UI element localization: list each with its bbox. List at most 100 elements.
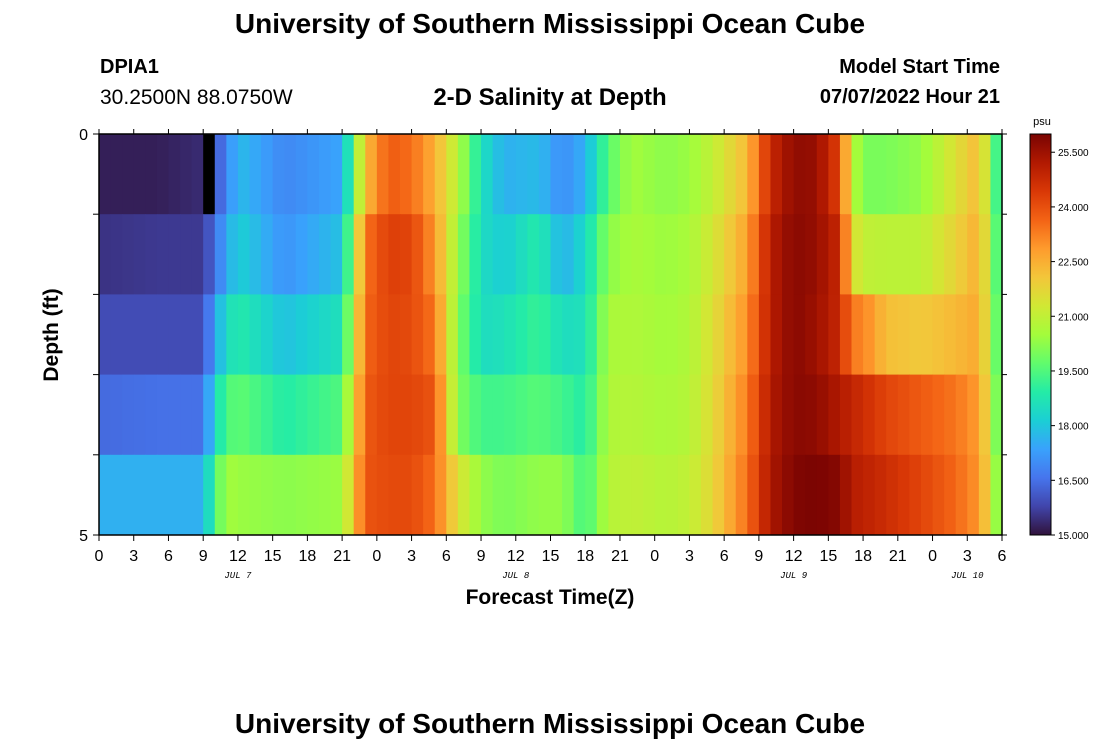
heatmap-cell bbox=[330, 214, 343, 295]
heatmap-cell bbox=[863, 454, 876, 536]
heatmap-cell bbox=[237, 294, 251, 375]
heatmap-cell bbox=[701, 214, 714, 295]
heatmap-cell bbox=[376, 374, 390, 456]
heatmap-cell bbox=[226, 214, 239, 295]
heatmap-cell bbox=[585, 214, 598, 295]
heatmap-cell bbox=[874, 294, 887, 375]
heatmap-cell bbox=[990, 294, 1003, 375]
heatmap-cell bbox=[944, 454, 957, 536]
heatmap-cell bbox=[897, 134, 910, 215]
heatmap-cell bbox=[330, 454, 343, 536]
heatmap-cell bbox=[619, 454, 633, 536]
heatmap-cell bbox=[585, 134, 598, 215]
heatmap-cell bbox=[365, 214, 378, 295]
heatmap-cell bbox=[226, 294, 239, 375]
heatmap-cell bbox=[180, 214, 193, 295]
heatmap-cell bbox=[203, 374, 216, 456]
heatmap-cell bbox=[504, 374, 517, 456]
heatmap-cell bbox=[816, 214, 829, 295]
heatmap-cell bbox=[203, 454, 216, 536]
heatmap-cell bbox=[481, 294, 494, 375]
heatmap-cell bbox=[168, 454, 181, 536]
heatmap-cell bbox=[284, 134, 297, 215]
heatmap-cell bbox=[226, 454, 239, 536]
heatmap-cell bbox=[955, 294, 968, 375]
heatmap-cell bbox=[538, 374, 552, 456]
heatmap-cell bbox=[99, 214, 112, 295]
heatmap-cell bbox=[608, 134, 621, 215]
heatmap-cell bbox=[237, 214, 251, 295]
heatmap-cell bbox=[261, 294, 274, 375]
heatmap-cell bbox=[758, 294, 772, 375]
heatmap-cell bbox=[573, 454, 586, 536]
heatmap-cell bbox=[515, 294, 528, 375]
heatmap-cell bbox=[654, 214, 667, 295]
x-tick-label: 18 bbox=[576, 548, 594, 565]
heatmap-cell bbox=[434, 134, 447, 215]
heatmap-cell bbox=[770, 134, 783, 215]
heatmap-cell bbox=[307, 214, 320, 295]
heatmap-cell bbox=[816, 374, 829, 456]
heatmap-cell bbox=[562, 134, 575, 215]
heatmap-cell bbox=[423, 214, 436, 295]
heatmap-cell bbox=[214, 374, 227, 456]
heatmap-cell bbox=[932, 294, 945, 375]
heatmap-cell bbox=[214, 214, 227, 295]
x-tick-label: 0 bbox=[95, 548, 104, 565]
heatmap-cell bbox=[677, 214, 691, 295]
heatmap-cell bbox=[191, 454, 204, 536]
heatmap-cell bbox=[538, 454, 552, 536]
heatmap-cell bbox=[110, 374, 123, 456]
y-tick-label: 0 bbox=[79, 127, 88, 144]
heatmap-cell bbox=[156, 374, 170, 456]
heatmap-cell bbox=[631, 134, 644, 215]
heatmap-cell bbox=[944, 134, 957, 215]
heatmap-cell bbox=[886, 294, 899, 375]
date-label: JUL 9 bbox=[780, 571, 808, 581]
heatmap-cell bbox=[770, 374, 783, 456]
heatmap-cell bbox=[677, 294, 691, 375]
x-tick-label: 15 bbox=[542, 548, 560, 565]
heatmap-cell bbox=[110, 134, 123, 215]
heatmap-cell bbox=[978, 294, 992, 375]
heatmap-cell bbox=[932, 134, 945, 215]
heatmap-cell bbox=[874, 214, 887, 295]
heatmap-cell bbox=[411, 214, 424, 295]
heatmap-cell bbox=[376, 214, 390, 295]
heatmap-cell bbox=[400, 454, 413, 536]
heatmap-cell bbox=[538, 214, 552, 295]
x-tick-label: 6 bbox=[164, 548, 173, 565]
heatmap-cell bbox=[457, 134, 471, 215]
x-tick-label: 0 bbox=[650, 548, 659, 565]
heatmap-cell bbox=[249, 214, 262, 295]
heatmap-cell bbox=[365, 134, 378, 215]
heatmap-cell bbox=[110, 214, 123, 295]
x-tick-label: 6 bbox=[442, 548, 451, 565]
heatmap-cell bbox=[504, 134, 517, 215]
heatmap-cell bbox=[990, 454, 1003, 536]
heatmap-cell bbox=[735, 134, 748, 215]
heatmap-cell bbox=[295, 294, 308, 375]
heatmap-cell bbox=[156, 454, 170, 536]
y-axis-label: Depth (ft) bbox=[40, 288, 63, 381]
masked-cell bbox=[203, 134, 216, 215]
heatmap-cell bbox=[596, 374, 609, 456]
heatmap-cell bbox=[110, 454, 123, 536]
heatmap-cell bbox=[712, 374, 725, 456]
heatmap-cell bbox=[214, 134, 227, 215]
heatmap-cell bbox=[608, 374, 621, 456]
heatmap-cell bbox=[724, 294, 737, 375]
heatmap-cell bbox=[550, 374, 563, 456]
heatmap-cell bbox=[110, 294, 123, 375]
heatmap-cell bbox=[376, 294, 390, 375]
station-id: DPIA1 bbox=[100, 56, 159, 78]
heatmap-cell bbox=[712, 454, 725, 536]
heatmap-cell bbox=[342, 294, 355, 375]
heatmap-cell bbox=[920, 294, 934, 375]
heatmap-cell bbox=[307, 294, 320, 375]
heatmap-cell bbox=[573, 294, 586, 375]
heatmap-cell bbox=[689, 294, 702, 375]
heatmap-cell bbox=[701, 374, 714, 456]
heatmap-cell bbox=[909, 134, 922, 215]
heatmap-cell bbox=[978, 134, 992, 215]
